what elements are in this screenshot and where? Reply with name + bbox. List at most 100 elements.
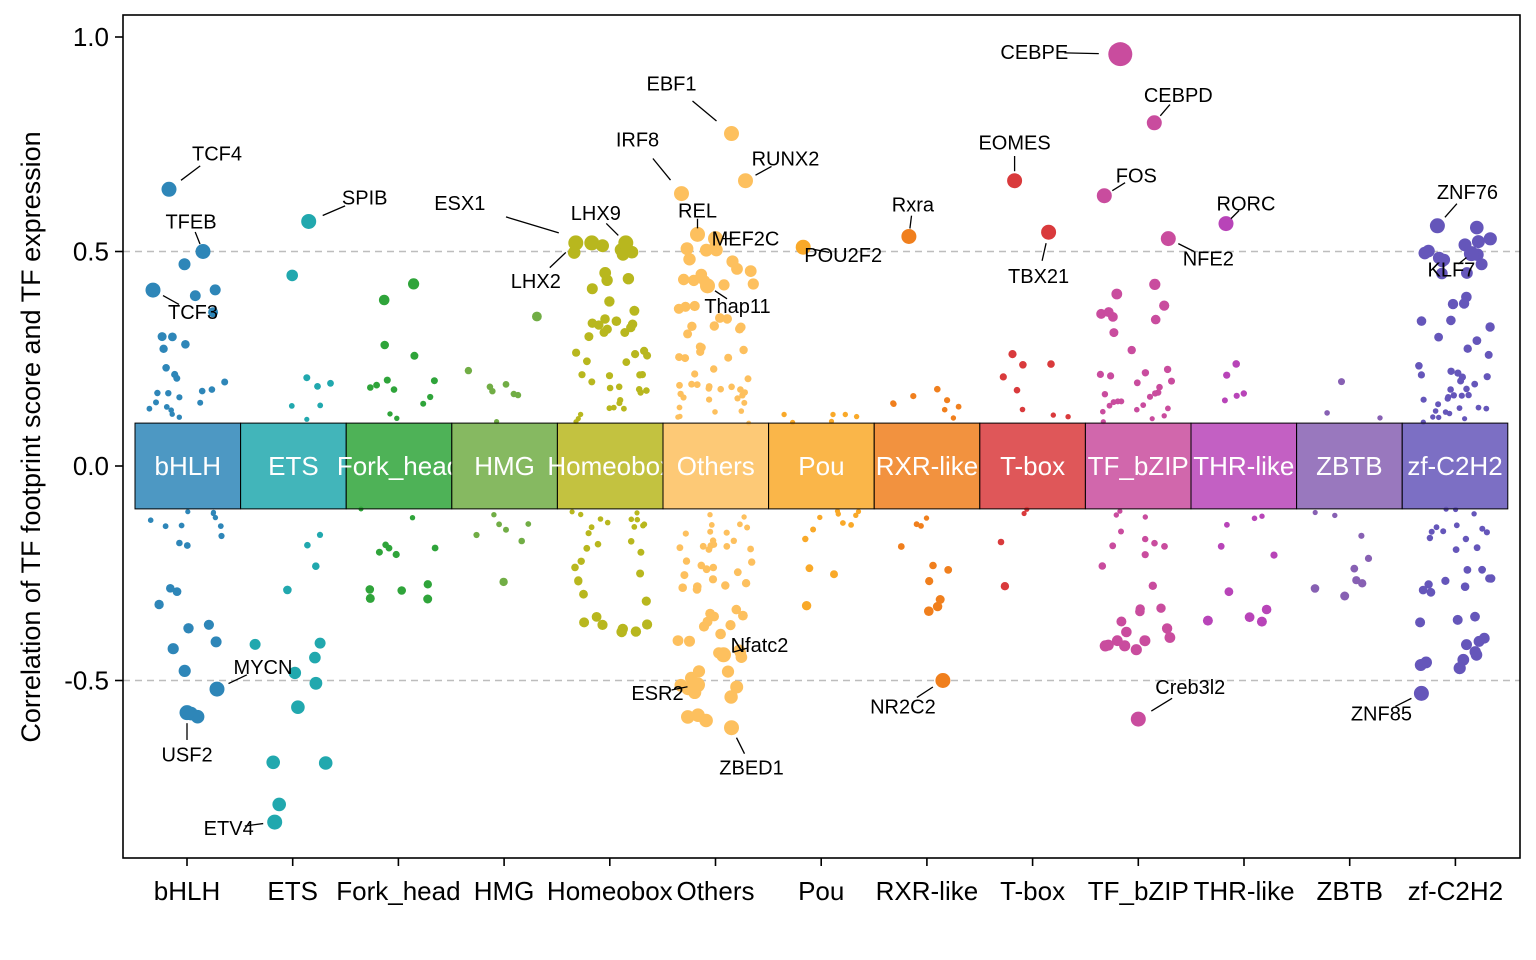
point-pou: [842, 411, 848, 418]
point-others: [730, 537, 737, 544]
point-others: [680, 571, 689, 580]
point-homeobox: [579, 617, 590, 628]
tf-label-thap11: Thap11: [704, 296, 770, 318]
point-zf-c2h2: [1416, 316, 1427, 326]
point-zf-c2h2: [1485, 322, 1495, 332]
point-tf-bzip: [1139, 635, 1151, 647]
band-label-pou: Pou: [798, 451, 844, 481]
point-ets: [309, 676, 323, 690]
point-others: [684, 635, 695, 647]
band-cell-ets: [240, 422, 347, 510]
band-label-zf-c2h2: zf-C2H2: [1407, 451, 1502, 481]
point-pou: [828, 418, 835, 424]
point-zf-c2h2: [1463, 344, 1472, 353]
point-bhlh: [154, 599, 164, 610]
point-pou: [830, 570, 838, 579]
band-label-homeobox: Homeobox: [547, 451, 673, 481]
point-bhlh: [162, 523, 169, 530]
point-others: [721, 665, 735, 678]
point-tf-bzip: [1149, 416, 1155, 422]
labeled-point-irf8: [674, 186, 689, 202]
point-zf-c2h2: [1475, 404, 1482, 411]
tf-label-rel: REL: [678, 200, 717, 222]
y-axis: -0.5 0.0 0.5 1.0: [64, 22, 123, 696]
point-ets: [317, 402, 324, 409]
point-tf-bzip: [1127, 345, 1136, 355]
point-zf-c2h2: [1458, 392, 1465, 399]
point-homeobox: [599, 327, 609, 337]
point-fork-head: [431, 544, 439, 552]
point-zf-c2h2: [1435, 401, 1442, 408]
label-leader-cebpe: [1064, 52, 1099, 55]
point-tf-bzip: [1142, 514, 1149, 520]
point-zf-c2h2: [1463, 385, 1470, 393]
point-zbtb: [1310, 584, 1320, 593]
point-tf-bzip: [1103, 307, 1114, 318]
point-bhlh: [203, 619, 214, 630]
point-fork-head: [365, 593, 375, 603]
point-tf-bzip: [1121, 626, 1132, 638]
labeled-point-esx1: [584, 235, 600, 251]
point-tf-bzip: [1101, 391, 1109, 398]
tf-label-lhx9: LHX9: [571, 203, 621, 225]
labeled-point-nr2c2: [935, 673, 951, 688]
label-leader-tbx21: [1041, 243, 1047, 261]
y-tick-label: 1.0: [73, 22, 109, 52]
point-bhlh: [183, 623, 194, 634]
labeled-point-tbx21: [1041, 224, 1057, 240]
point-bhlh: [178, 664, 191, 678]
point-bhlh: [197, 399, 204, 406]
point-others: [705, 546, 713, 553]
band-label-bhlh: bHLH: [155, 451, 221, 481]
point-others: [723, 543, 731, 550]
point-others: [705, 608, 715, 619]
point-homeobox: [617, 623, 628, 635]
point-bhlh: [208, 386, 216, 393]
point-others: [678, 583, 687, 592]
label-leader-cebpd: [1159, 104, 1171, 117]
label-leader-irf8: [652, 158, 672, 181]
point-ets: [304, 541, 311, 549]
point-others: [725, 620, 736, 631]
labeled-point-spib: [301, 213, 317, 229]
point-others: [715, 313, 725, 323]
point-zf-c2h2: [1473, 635, 1485, 647]
band-cell-rxr-like: [873, 422, 981, 510]
point-others: [672, 635, 684, 646]
point-tf-bzip: [1164, 632, 1176, 643]
tf-label-rxra: Rxra: [892, 194, 935, 216]
point-zf-c2h2: [1447, 386, 1454, 393]
labeled-point-eomes: [1007, 173, 1023, 189]
labeled-point-rxra: [901, 228, 917, 244]
point-others: [731, 604, 742, 615]
point-homeobox: [599, 267, 612, 279]
point-rxr-like: [955, 403, 962, 410]
point-tf-bzip: [1141, 551, 1149, 559]
point-zf-c2h2: [1465, 391, 1472, 399]
point-bhlh: [176, 414, 182, 420]
point-others: [680, 242, 694, 256]
band-label-others: Others: [677, 451, 755, 481]
label-leader-runx2: [755, 165, 772, 176]
point-tf-bzip: [1156, 383, 1163, 391]
point-homeobox: [586, 283, 598, 295]
y-tick-label: 0.5: [73, 237, 109, 267]
point-bhlh: [167, 643, 179, 655]
tf-label-esr2: ESR2: [631, 683, 683, 705]
point-thr-like: [1224, 587, 1234, 597]
point-thr-like: [1224, 521, 1230, 528]
point-ets: [288, 666, 302, 680]
point-bhlh: [173, 374, 181, 382]
point-tf-bzip: [1100, 408, 1106, 415]
point-ets: [286, 269, 299, 282]
labeled-point-nfe2: [1160, 231, 1176, 247]
point-homeobox: [597, 516, 604, 522]
point-homeobox: [611, 316, 622, 327]
tf-label-cebpd: CEBPD: [1144, 85, 1213, 107]
label-leader-thap11: [714, 290, 728, 300]
labeled-point-nfatc2: [716, 647, 731, 663]
point-fork-head: [375, 548, 383, 556]
y-tick-label: -0.5: [64, 666, 109, 696]
point-thr-like: [1221, 397, 1228, 404]
point-others: [728, 383, 735, 391]
